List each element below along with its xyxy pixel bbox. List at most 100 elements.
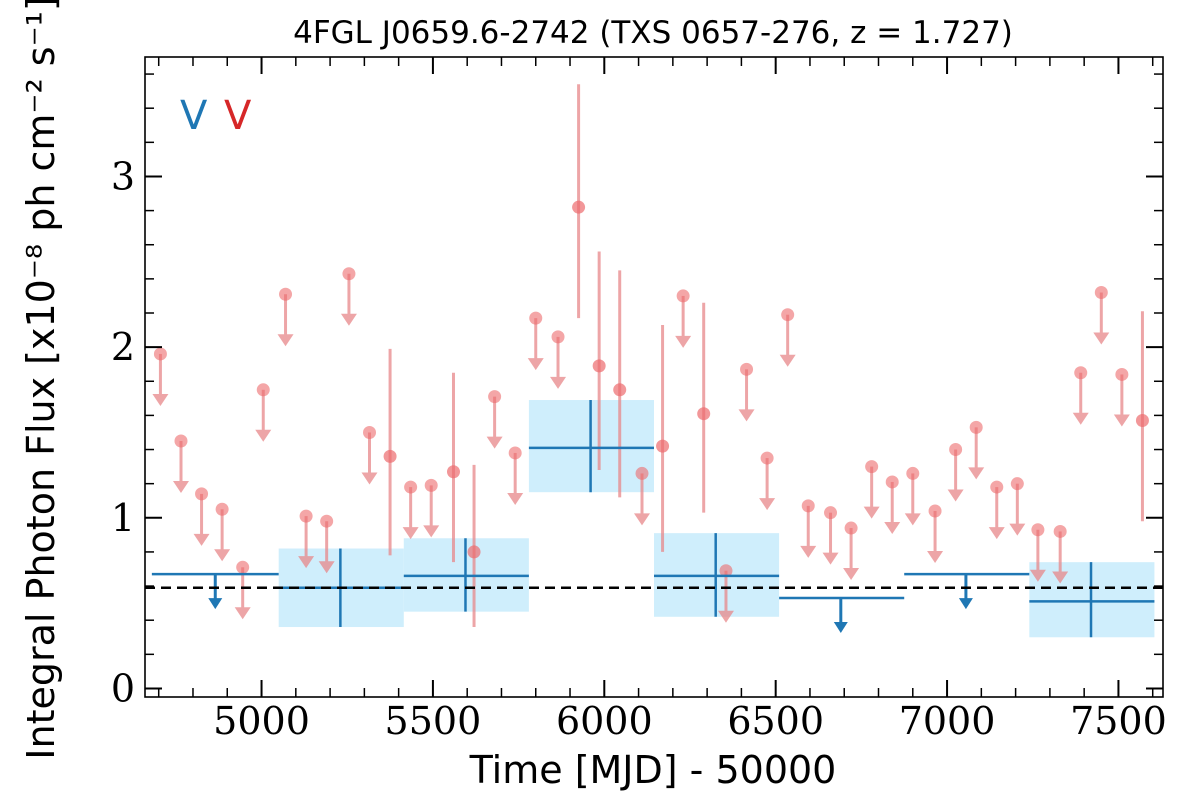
fine-upper-limit-40 — [988, 487, 1005, 540]
fine-upper-limit-41-head — [1009, 523, 1026, 536]
fine-upper-limit-2 — [193, 493, 210, 546]
fine-limit-marker-0 — [153, 347, 167, 361]
fine-upper-limit-29 — [759, 458, 776, 511]
x-tick-label-4: 7000 — [899, 699, 996, 743]
y-tick-label-0: 0 — [111, 666, 135, 710]
fine-upper-limit-27-head — [717, 610, 734, 623]
fine-upper-limit-25-head — [675, 335, 692, 348]
y-tick-label-3: 3 — [111, 154, 135, 198]
fine-point-24 — [656, 439, 670, 453]
fine-upper-limit-31 — [800, 505, 817, 558]
fine-upper-limit-43 — [1052, 531, 1069, 584]
y-tick-label-2: 2 — [111, 325, 135, 369]
fine-upper-limit-30-head — [779, 354, 796, 367]
fine-upper-limit-40-head — [988, 527, 1005, 540]
fine-limit-marker-33 — [844, 521, 858, 535]
x-tick-label-2: 6000 — [556, 699, 653, 743]
fine-limit-marker-9 — [342, 267, 356, 281]
fine-upper-limit-36-head — [904, 513, 921, 526]
fine-upper-limit-44 — [1072, 372, 1089, 425]
coarse-upper-limit-0 — [208, 574, 223, 610]
fine-upper-limit-32-head — [822, 552, 839, 565]
x-tick-label-3: 6500 — [727, 699, 824, 743]
fine-upper-limit-0 — [152, 353, 169, 406]
fine-upper-limit-1 — [172, 441, 189, 493]
fine-upper-limit-6-head — [277, 334, 294, 347]
fine-limit-marker-44 — [1074, 366, 1088, 380]
fine-upper-limit-28-head — [738, 409, 755, 422]
fine-upper-limit-35 — [884, 481, 901, 534]
coarse-upper-limit-6 — [958, 574, 973, 610]
fine-upper-limit-23 — [634, 473, 651, 526]
fine-upper-limit-39-head — [968, 467, 985, 480]
fine-upper-limit-16 — [486, 396, 503, 449]
fine-point-20 — [572, 200, 586, 214]
fine-point-47 — [1135, 414, 1149, 428]
fine-limit-marker-3 — [215, 502, 229, 516]
fine-upper-limit-29-head — [759, 498, 776, 511]
fine-upper-limit-5-head — [255, 429, 272, 442]
fine-upper-limit-31-head — [800, 545, 817, 558]
fine-limit-marker-38 — [949, 443, 963, 457]
fine-upper-limit-36 — [904, 473, 921, 526]
fine-upper-limit-18 — [527, 318, 544, 371]
fine-upper-limit-34 — [863, 466, 880, 519]
fine-upper-limit-27 — [717, 570, 734, 623]
legend-entry-blue: V — [180, 93, 208, 139]
fine-upper-limit-0-head — [152, 393, 169, 406]
fine-upper-limit-16-head — [486, 436, 503, 449]
fine-limit-marker-8 — [320, 514, 334, 528]
coarse-upper-limit-0-head — [208, 598, 223, 610]
fine-limit-marker-41 — [1010, 477, 1024, 491]
fine-limit-marker-4 — [236, 560, 250, 574]
legend: V V — [180, 93, 252, 139]
fine-limit-marker-43 — [1053, 524, 1067, 538]
fine-upper-limit-5 — [255, 389, 272, 442]
fine-upper-limit-7 — [298, 516, 315, 569]
fine-upper-limit-7-head — [298, 556, 315, 569]
coarse-upper-limit-5-head — [833, 622, 848, 634]
fine-point-26 — [697, 407, 711, 421]
fine-upper-limit-3-head — [214, 549, 231, 562]
fine-limit-marker-25 — [676, 289, 690, 303]
fine-limit-marker-12 — [404, 480, 418, 494]
fine-upper-limit-45 — [1093, 292, 1110, 345]
fine-limit-marker-32 — [824, 506, 838, 520]
fine-upper-limit-10 — [361, 432, 378, 485]
fine-upper-limit-17 — [507, 452, 524, 505]
fine-upper-limit-9 — [340, 273, 357, 326]
fine-upper-limit-42-head — [1029, 569, 1046, 582]
fine-upper-limit-1-head — [172, 481, 189, 493]
fine-upper-limit-28 — [738, 369, 755, 422]
fine-upper-limit-12-head — [402, 527, 419, 540]
fine-point-15 — [467, 545, 481, 559]
fine-upper-limit-33 — [843, 528, 860, 581]
fine-upper-limit-13 — [423, 485, 440, 538]
fine-limit-marker-37 — [928, 504, 942, 518]
fine-limit-marker-34 — [865, 460, 879, 474]
plot-frame — [144, 56, 1164, 698]
fine-upper-limit-38 — [947, 449, 964, 502]
fine-limit-marker-2 — [195, 487, 209, 501]
chart-title: 4FGL J0659.6-2742 (TXS 0657-276, z = 1.7… — [293, 15, 1013, 51]
coarse-upper-limit-6-head — [958, 598, 973, 610]
fine-upper-limit-2-head — [193, 533, 210, 546]
fine-limit-marker-19 — [551, 330, 565, 344]
y-axis-label: Integral Photon Flux [x10⁻⁸ ph cm⁻² s⁻¹] — [19, 0, 63, 760]
fine-limit-marker-27 — [719, 564, 733, 578]
fine-upper-limit-8 — [318, 521, 335, 574]
fine-point-22 — [613, 383, 627, 397]
fine-upper-limit-44-head — [1072, 412, 1089, 425]
fine-upper-limit-18-head — [527, 358, 544, 371]
fine-upper-limit-3 — [214, 509, 231, 562]
x-axis-label: Time [MJD] - 50000 — [469, 748, 837, 792]
fine-upper-limit-45-head — [1093, 332, 1110, 345]
fine-upper-limit-30 — [779, 314, 796, 367]
fine-limit-marker-40 — [990, 480, 1004, 494]
fine-limit-marker-5 — [256, 383, 270, 397]
fine-limit-marker-28 — [740, 362, 754, 376]
fine-point-14 — [446, 465, 460, 479]
legend-entry-red: V — [224, 93, 252, 139]
fine-upper-limit-17-head — [507, 492, 524, 505]
